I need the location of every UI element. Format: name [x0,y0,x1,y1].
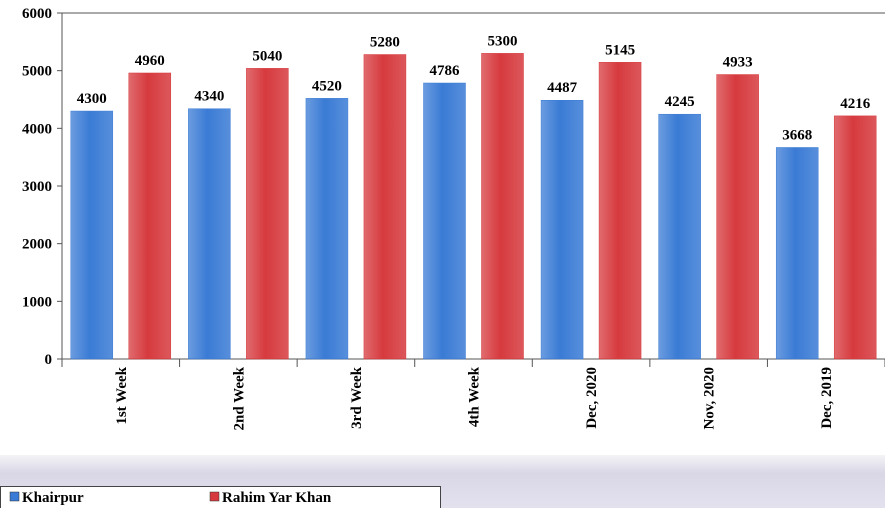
bar [833,115,877,360]
bar [363,54,407,360]
data-label: 5040 [252,48,282,64]
data-label: 3668 [782,127,812,143]
y-tick-label: 0 [45,352,53,368]
bar [246,68,289,360]
bar [716,74,759,360]
legend-label: Khairpur [22,490,84,506]
bar [423,82,466,360]
x-tick-label: 4th Week [467,366,483,427]
legend: Khairpur Rahim Yar Khan [9,490,332,506]
bar [658,113,701,360]
y-tick-label: 2000 [22,237,52,253]
legend-label: Rahim Yar Khan [222,490,332,506]
data-label: 4933 [723,55,753,71]
data-label: 4786 [430,63,461,79]
y-tick-label: 3000 [22,179,52,195]
bar [188,108,231,360]
x-tick-label: Nov, 2020 [702,367,718,430]
data-label: 4340 [194,89,224,105]
bar [481,53,524,360]
data-label: 5145 [605,42,635,58]
data-label: 4960 [135,53,165,69]
bar [128,72,172,360]
legend-swatch [9,491,20,502]
y-tick-label: 1000 [22,294,52,310]
x-tick-label: 1st Week [114,366,130,424]
data-label: 4487 [547,80,578,96]
y-tick-label: 5000 [22,64,52,80]
data-label: 4216 [840,96,871,112]
bar [598,62,642,360]
x-tick-label: Dec, 2019 [819,367,835,429]
data-label: 4300 [77,91,107,107]
legend-box [0,486,441,508]
y-tick-label: 4000 [22,121,52,137]
data-label: 4520 [312,78,342,94]
bar [305,98,349,360]
x-tick-label: 2nd Week [231,366,247,430]
y-tick-label: 6000 [22,6,52,22]
x-tick-label: 3rd Week [349,366,365,428]
bar [70,110,114,360]
data-label: 4245 [665,94,695,110]
x-tick-label: Dec, 2020 [584,367,600,429]
data-label: 5280 [370,35,400,51]
data-label: 5300 [488,33,518,49]
bar [775,147,819,360]
legend-swatch [209,491,220,502]
bar [540,99,584,360]
